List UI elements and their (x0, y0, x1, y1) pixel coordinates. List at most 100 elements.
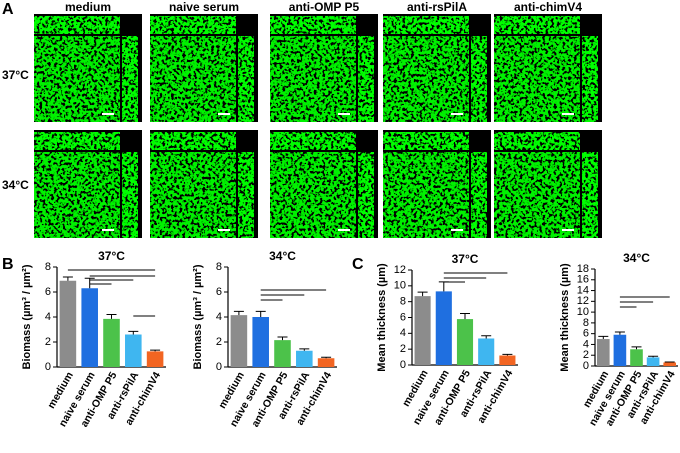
chart-title: 34°C (269, 249, 296, 263)
chart-title: 34°C (623, 251, 650, 265)
bar (125, 334, 142, 367)
micrograph-main-tex (34, 152, 120, 238)
micrograph (494, 130, 602, 238)
bar (499, 355, 516, 365)
micrograph-top-tex (383, 132, 469, 150)
micrograph-side-tex (471, 152, 487, 238)
error-bar (299, 348, 310, 351)
bar (663, 362, 677, 366)
y-axis-label: Mean thickness (µm) (559, 263, 571, 372)
micrograph-main-tex (383, 152, 469, 238)
micrograph-side-tex (122, 36, 138, 122)
panel-label: C (352, 256, 364, 273)
y-tick-label: 12 (394, 264, 406, 276)
y-tick-label: 4 (400, 327, 406, 339)
bar (274, 340, 291, 367)
bar (252, 317, 269, 367)
error-bar (150, 349, 161, 352)
micrograph-top-tex (494, 16, 580, 34)
error-bar (277, 336, 288, 341)
y-tick-label: 2 (45, 336, 51, 348)
micrograph-top-tex (34, 16, 120, 34)
bar (81, 288, 98, 367)
micrograph-main-tex (270, 152, 356, 238)
micrograph-main-tex (270, 36, 356, 122)
micrograph-side-tex (238, 36, 254, 122)
bar (456, 319, 474, 365)
micrograph-side-tex (238, 152, 254, 238)
y-tick-label: 6 (583, 328, 589, 340)
y-axis-label: Biomass (µm³ / µm²) (192, 264, 204, 369)
bar (646, 357, 660, 366)
column-label: anti-OMP P5 (289, 0, 360, 14)
bar (435, 291, 452, 365)
micrograph-main-tex (34, 36, 120, 122)
micrograph-side-tex (471, 36, 487, 122)
micrograph (150, 130, 258, 238)
micrograph (34, 14, 142, 122)
micrograph-main-tex (383, 36, 469, 122)
chart-title: 37°C (98, 249, 125, 263)
y-tick-label: 8 (400, 296, 406, 308)
error-bar (598, 335, 609, 340)
micrograph-side-tex (122, 152, 138, 238)
chart-title: 37°C (452, 252, 479, 266)
micrograph-main-tex (494, 36, 580, 122)
y-tick-label: 6 (45, 286, 51, 298)
y-tick-label: 8 (45, 261, 51, 273)
micrograph-top-tex (150, 16, 236, 34)
micrograph (270, 14, 378, 122)
micrograph-main-tex (150, 152, 236, 238)
error-bar (460, 313, 470, 320)
micrograph (383, 130, 491, 238)
y-tick-label: 0 (583, 360, 589, 372)
error-bar (648, 355, 659, 358)
row-label: 37°C (2, 68, 29, 82)
error-bar (664, 361, 675, 363)
y-tick-label: 10 (577, 306, 589, 318)
panel-label: B (2, 256, 14, 273)
bar (613, 334, 627, 366)
micrograph-top-tex (383, 16, 469, 34)
y-tick-label: 8 (583, 317, 589, 329)
y-axis-label: Biomass (µm³ / µm²) (21, 264, 33, 369)
y-tick-label: 4 (583, 338, 589, 350)
bar (103, 318, 120, 367)
y-tick-label: 2 (583, 349, 589, 361)
y-tick-label: 0 (400, 359, 406, 371)
bar (414, 296, 431, 365)
error-bar (502, 353, 513, 356)
bar (230, 315, 248, 367)
y-tick-label: 8 (216, 261, 222, 273)
column-label: anti-rsPilA (407, 0, 467, 14)
micrograph-top-tex (270, 16, 356, 34)
column-label: naive serum (169, 0, 239, 14)
error-bar (233, 310, 244, 316)
micrograph-main-tex (494, 152, 580, 238)
panel-label: A (2, 1, 14, 18)
error-bar (631, 346, 642, 350)
y-tick-label: 2 (216, 336, 222, 348)
y-tick-label: 18 (577, 263, 589, 275)
error-bar (417, 291, 428, 297)
error-bar (255, 310, 266, 317)
micrograph-side-tex (582, 152, 598, 238)
micrograph (270, 130, 378, 238)
error-bar (438, 281, 449, 292)
micrograph-top-tex (494, 132, 580, 150)
micrograph-top-tex (34, 132, 120, 150)
column-label: medium (65, 0, 111, 14)
micrograph-side-tex (582, 36, 598, 122)
micrograph-main-tex (150, 36, 236, 122)
error-bar (62, 276, 73, 281)
micrograph-side-tex (358, 36, 374, 122)
y-tick-label: 12 (577, 295, 589, 307)
bar (59, 280, 77, 367)
micrograph-top-tex (150, 132, 236, 150)
error-bar (481, 335, 492, 339)
row-label: 34°C (2, 178, 29, 192)
error-bar (614, 331, 625, 335)
y-tick-label: 6 (216, 286, 222, 298)
column-label: anti-chimV4 (514, 0, 582, 14)
bar (146, 351, 164, 367)
